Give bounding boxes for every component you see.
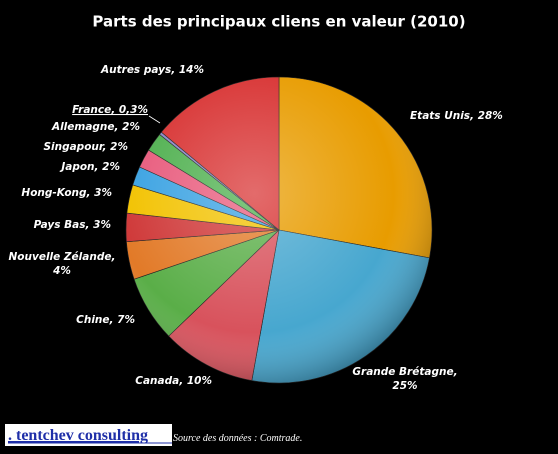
data-label: Pays Bas, 3% [34,219,111,231]
data-label: Etats Unis, 28% [410,110,503,122]
pie [125,76,433,384]
data-label: Canada, 10% [135,375,212,387]
data-label: Chine, 7% [76,314,135,326]
brand: . tentchev consulting [8,427,148,444]
labels: Etats Unis, 28% Grande Brétagne, 25% Canada… [9,64,503,392]
data-label: Nouvelle Zélande, 4% [9,251,116,277]
brand-box [5,424,172,446]
data-label: Grande Brétagne, 25% [352,366,457,392]
data-label: Hong-Kong, 3% [21,187,112,199]
chart-title: Parts des principaux cliens en valeur (2… [92,13,465,31]
data-label: Japon, 2% [59,161,120,173]
data-label: France, 0,3% [72,104,148,116]
data-label: Allemagne, 2% [51,121,140,133]
data-label: Autres pays, 14% [100,64,204,76]
leader-line [148,115,161,124]
data-label: Singapour, 2% [43,141,128,153]
source: Source des données : Comtrade. [173,433,302,444]
